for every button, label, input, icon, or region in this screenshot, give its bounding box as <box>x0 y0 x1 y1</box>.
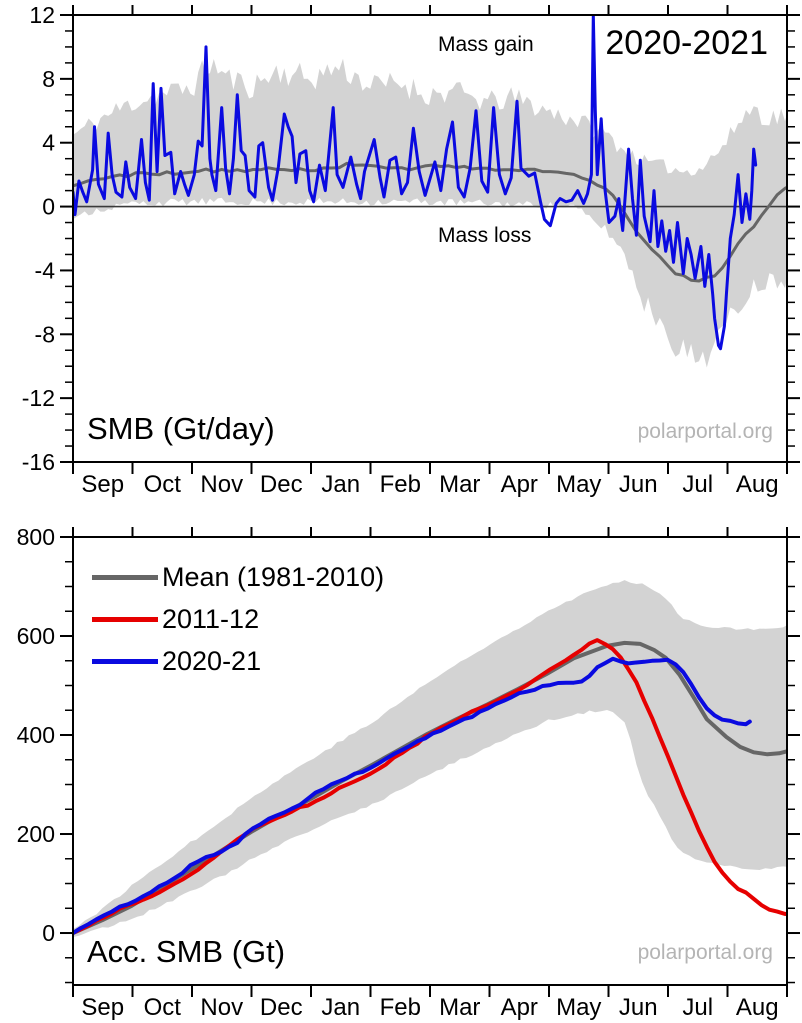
tick-label: -12 <box>22 385 55 411</box>
tick-label: Jan <box>321 471 360 498</box>
tick-label: Feb <box>380 471 421 498</box>
tick-label: Aug <box>736 471 779 498</box>
panel-1-axes: 0 200 400 600 800 Sep Oct Nov Dec Jan Feb Mar Apr May… <box>17 524 800 1021</box>
season-title: 2020-2021 <box>605 24 768 62</box>
mass-gain-annotation: Mass gain <box>438 33 534 56</box>
tick-label: 4 <box>42 130 55 156</box>
panel-0-axes: -16 -12 -8 -4 0 4 8 12 Sep Oct Nov Dec Jan Feb Mar Apr M… <box>22 2 800 498</box>
climatology-band <box>73 580 787 937</box>
tick-label: Aug <box>736 994 779 1021</box>
tick-label: 8 <box>42 66 55 92</box>
tick-label: Apr <box>501 994 538 1021</box>
acc-smb-axis-title: Acc. SMB (Gt) <box>87 934 286 969</box>
tick-label: Jun <box>619 994 658 1021</box>
legend-line-2011-12-icon <box>92 616 158 622</box>
watermark-bottom: polarportal.org <box>637 941 773 964</box>
tick-label: Jun <box>619 471 658 498</box>
legend: Mean (1981-2010) 2011-12 2020-21 <box>92 556 384 682</box>
panel-1-plot-area <box>73 580 787 937</box>
tick-label: Jul <box>682 994 713 1021</box>
climatology-band <box>73 58 787 368</box>
tick-label: Feb <box>380 994 421 1021</box>
tick-label: Dec <box>260 471 303 498</box>
tick-label: May <box>556 471 601 498</box>
tick-label: -8 <box>35 321 55 347</box>
watermark-top: polarportal.org <box>637 420 773 443</box>
tick-label: Apr <box>501 471 538 498</box>
tick-label: Mar <box>439 994 480 1021</box>
tick-label: 0 <box>42 920 55 946</box>
daily-smb-axis-title: SMB (Gt/day) <box>87 411 275 446</box>
legend-label-2020-21: 2020-21 <box>162 645 262 676</box>
tick-label: Nov <box>200 994 243 1021</box>
tick-label: 12 <box>29 2 55 28</box>
tick-label: 800 <box>17 524 55 550</box>
legend-line-mean-icon <box>92 574 158 580</box>
tick-label: Sep <box>81 994 124 1021</box>
tick-label: -4 <box>35 257 56 283</box>
tick-label: Mar <box>439 471 480 498</box>
tick-label: 0 <box>42 194 55 220</box>
tick-label: May <box>556 994 601 1021</box>
legend-item-2011-12: 2011-12 <box>92 598 384 640</box>
tick-label: Oct <box>144 994 182 1021</box>
tick-label: 600 <box>17 623 55 649</box>
tick-label: Nov <box>200 471 243 498</box>
legend-line-2020-21-icon <box>92 658 158 664</box>
tick-label: 200 <box>17 821 55 847</box>
tick-label: 400 <box>17 722 55 748</box>
legend-label-mean: Mean (1981-2010) <box>162 561 385 592</box>
tick-label: Oct <box>144 471 182 498</box>
legend-item-mean: Mean (1981-2010) <box>92 556 384 598</box>
series-line-2020-21 <box>73 15 758 351</box>
tick-label: Sep <box>81 471 124 498</box>
tick-label: Dec <box>260 994 303 1021</box>
mass-loss-annotation: Mass loss <box>438 224 532 247</box>
tick-label: -16 <box>22 449 55 475</box>
legend-item-2020-21: 2020-21 <box>92 640 384 682</box>
series-line-2020-21 <box>73 656 752 935</box>
tick-label: Jul <box>682 471 713 498</box>
tick-label: Jan <box>321 994 360 1021</box>
panel-0-plot-area <box>73 15 787 368</box>
legend-label-2011-12: 2011-12 <box>162 603 260 634</box>
